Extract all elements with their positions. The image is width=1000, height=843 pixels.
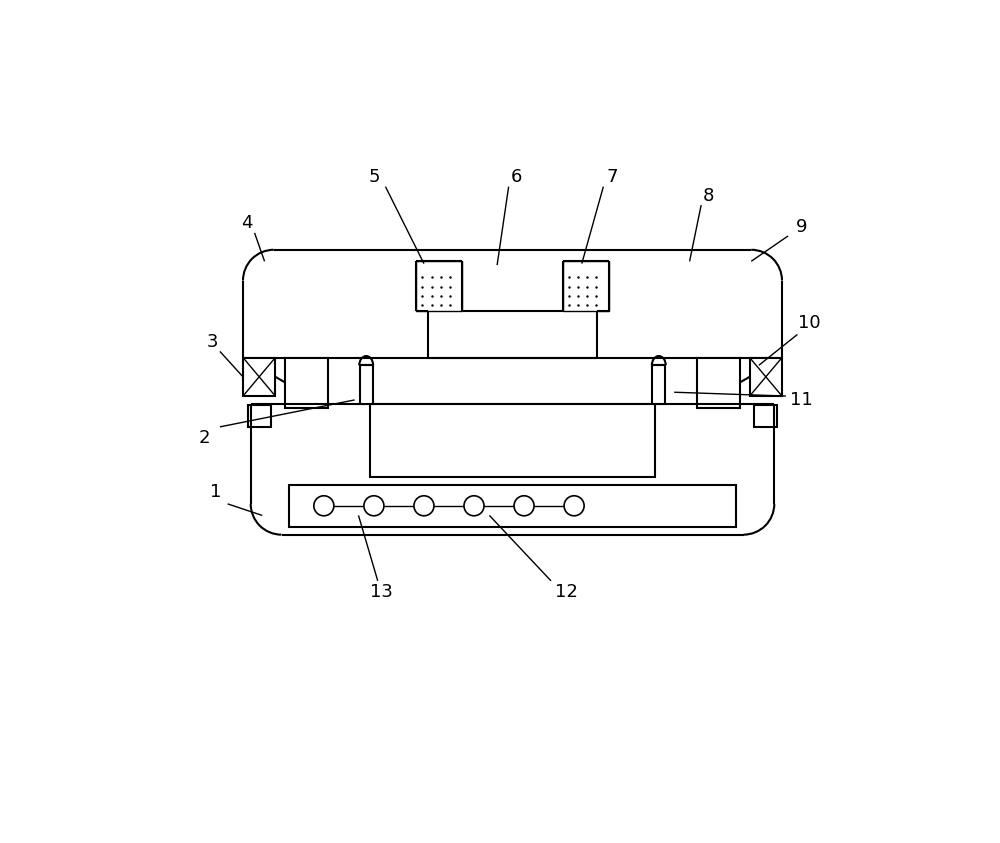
- Text: 1: 1: [210, 483, 222, 502]
- Bar: [248, 405, 271, 427]
- Text: 4: 4: [241, 214, 253, 232]
- Circle shape: [414, 496, 434, 516]
- Bar: [289, 485, 736, 527]
- Bar: [360, 365, 373, 404]
- Bar: [750, 357, 782, 396]
- Circle shape: [464, 496, 484, 516]
- Text: 6: 6: [511, 168, 522, 185]
- Text: 3: 3: [206, 333, 218, 352]
- Bar: [370, 404, 655, 477]
- Bar: [652, 365, 665, 404]
- Bar: [416, 261, 462, 311]
- Circle shape: [314, 496, 334, 516]
- Text: 5: 5: [368, 168, 380, 185]
- Text: 13: 13: [370, 583, 393, 601]
- Text: 8: 8: [703, 187, 715, 205]
- Circle shape: [364, 496, 384, 516]
- Circle shape: [564, 496, 584, 516]
- Bar: [285, 357, 328, 408]
- Text: 9: 9: [796, 217, 807, 236]
- Bar: [754, 405, 777, 427]
- Bar: [563, 261, 609, 311]
- Bar: [243, 357, 275, 396]
- Text: 12: 12: [555, 583, 578, 601]
- Text: 7: 7: [607, 168, 618, 185]
- Text: 11: 11: [790, 391, 813, 409]
- Bar: [697, 357, 740, 408]
- Text: 2: 2: [199, 429, 210, 448]
- Text: 10: 10: [798, 314, 820, 332]
- Circle shape: [514, 496, 534, 516]
